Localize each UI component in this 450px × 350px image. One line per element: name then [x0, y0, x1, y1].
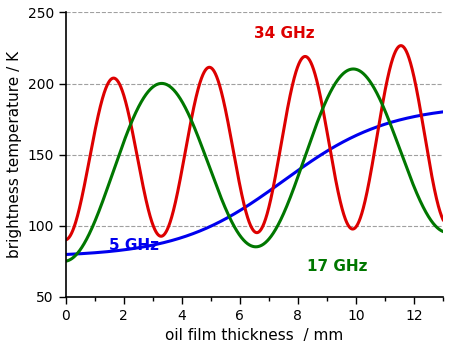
- X-axis label: oil film thickness  / mm: oil film thickness / mm: [165, 328, 343, 343]
- Text: 34 GHz: 34 GHz: [254, 26, 315, 41]
- Text: 5 GHz: 5 GHz: [109, 238, 159, 253]
- Text: 17 GHz: 17 GHz: [306, 259, 367, 274]
- Y-axis label: brightness temperature / K: brightness temperature / K: [7, 51, 22, 258]
